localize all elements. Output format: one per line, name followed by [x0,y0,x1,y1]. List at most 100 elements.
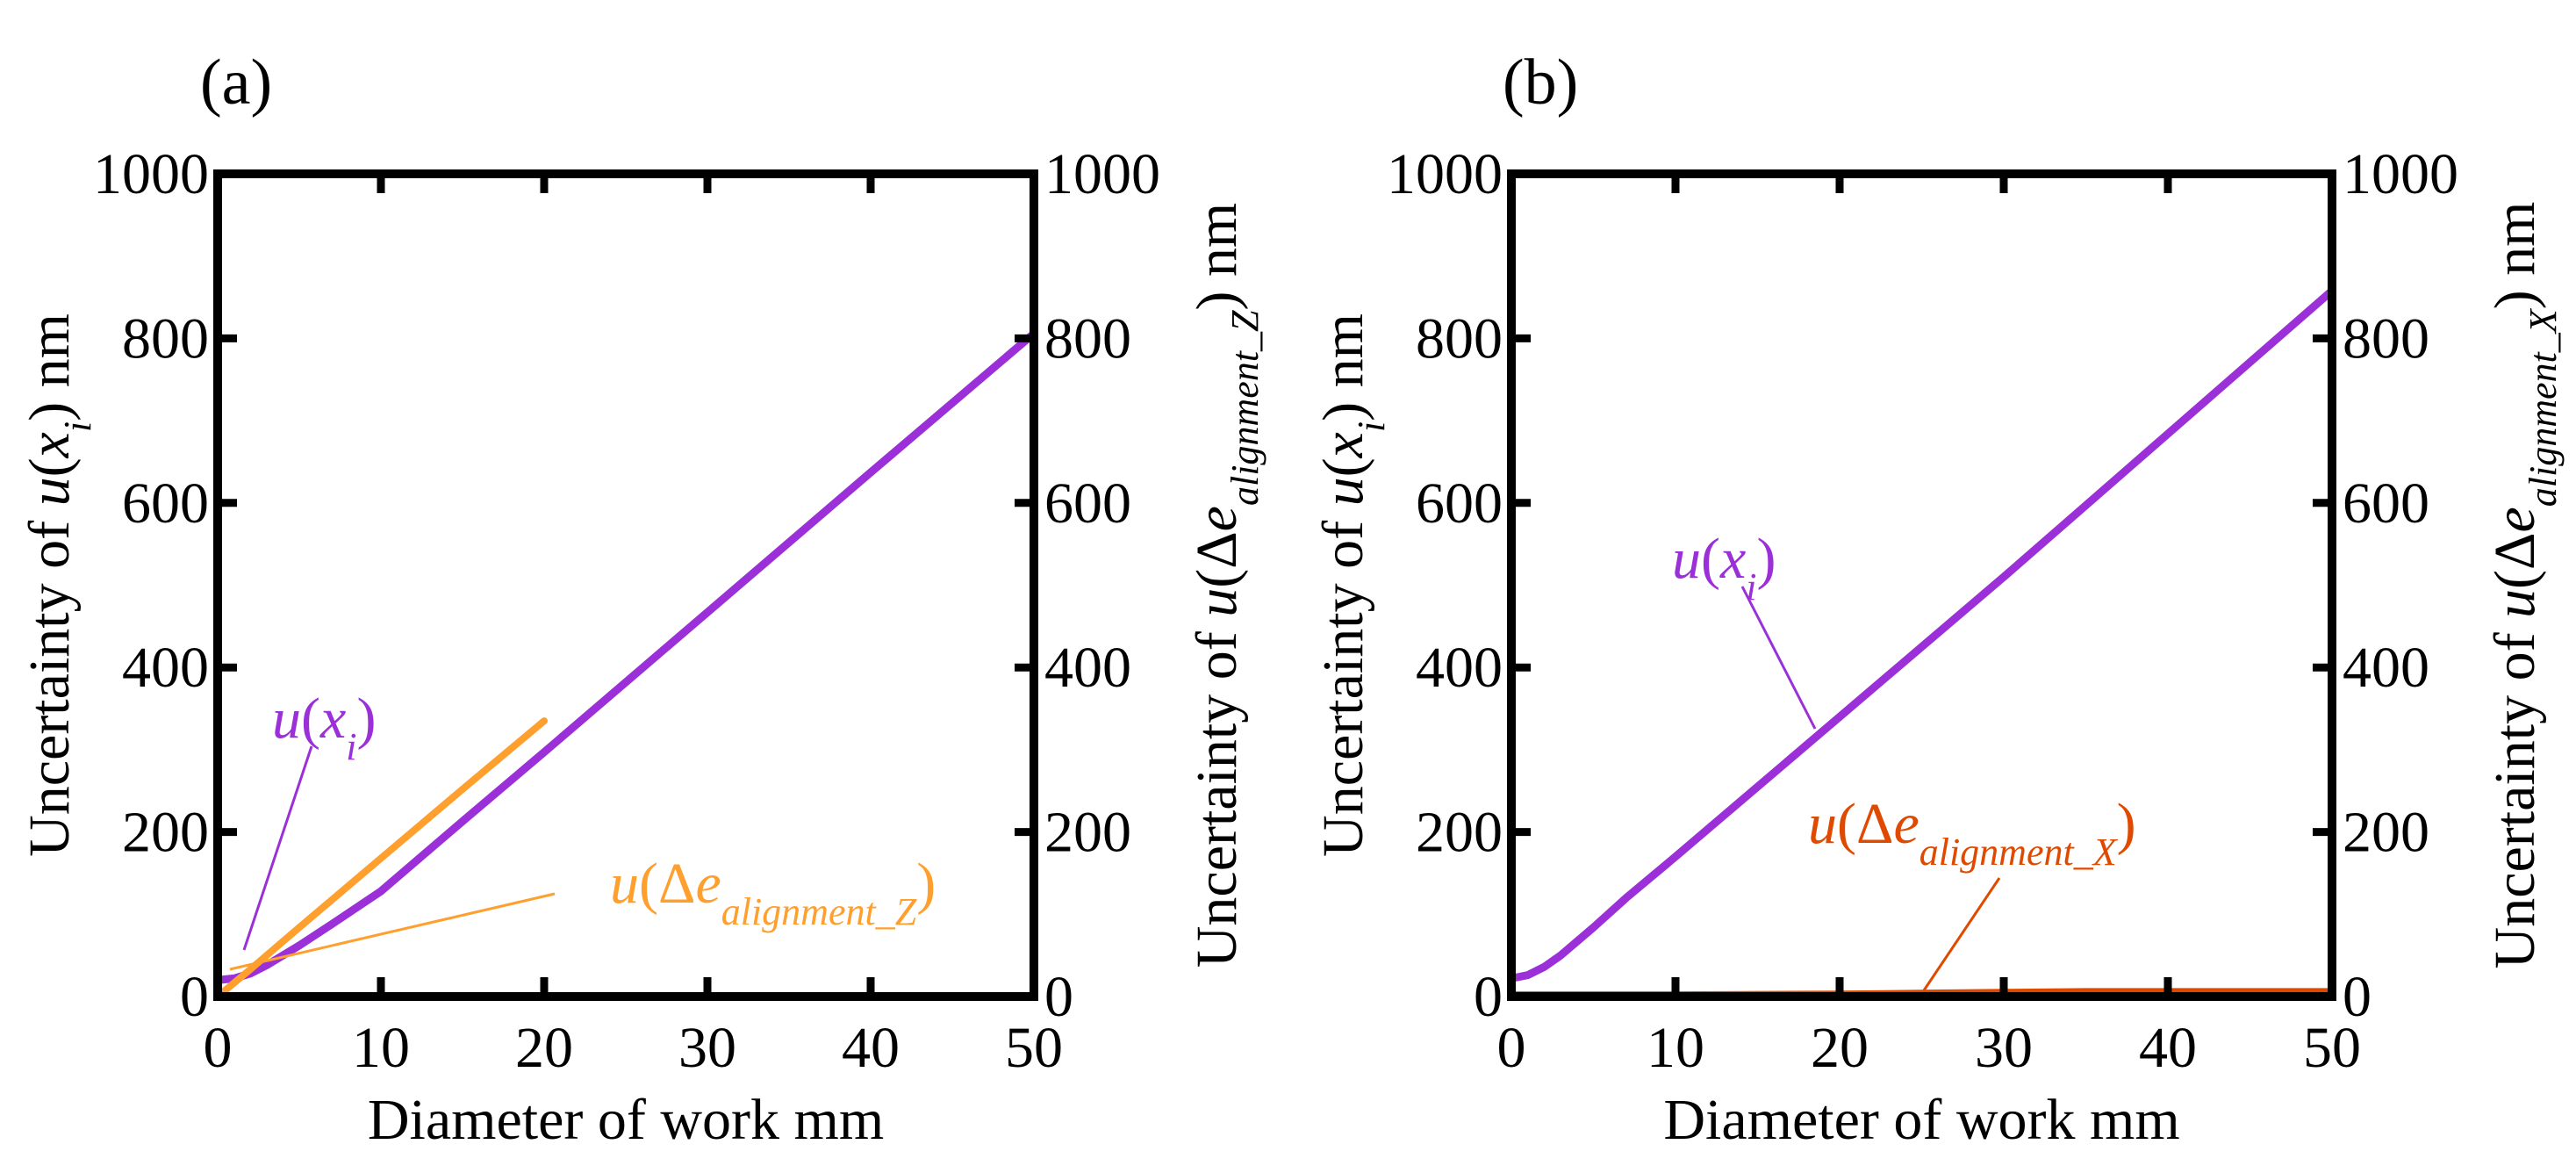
y-label-subscript: i [56,421,99,432]
y-label-paren-close: ) [1311,402,1375,421]
y-label-delta: Δ [2483,533,2547,570]
panel-a-ytick-right-label: 400 [1044,636,1131,700]
panel-a-ytick-right-label: 200 [1044,801,1131,865]
y-label-subscript: alignment_Z [1223,310,1266,506]
panel-a-annotation-leader-u-xi [242,745,313,951]
panel-b-ytick-right-label: 200 [2343,801,2429,865]
panel-a-xtick-label: 50 [1005,1016,1063,1080]
y-label-paren-close: ) [1185,291,1249,311]
y-label-var: e [1185,506,1249,531]
panel-a-label: (a) [200,47,272,119]
y-label-paren-open: ( [18,457,82,477]
y-label-u: u [2483,589,2547,618]
annotation-paren-close: ) [357,687,377,751]
annotation-subscript: alignment_X [1919,831,2119,874]
y-label-prefix: Uncertainty of [2483,618,2547,969]
panel-b-xtick-label: 10 [1647,1016,1704,1080]
y-label-u: u [18,477,82,506]
panel-b-xtick-label: 20 [1811,1016,1869,1080]
panel-a-annotation-leader-u-alignment [229,892,556,971]
annotation-var: e [1893,792,1919,856]
panel-b-ytick-right-label: 400 [2343,636,2429,700]
y-label-prefix: Uncertainty of [1311,506,1375,857]
panel-b-plot-frame [1507,169,2336,1001]
panel-a-ytick-left-label: 200 [122,801,209,865]
panel-a-ytick-right-label: 600 [1044,471,1131,536]
panel-b-annotation-leader-u-xi [1740,586,1817,730]
y-label-subscript: alignment_X [2522,307,2565,507]
annotation-u: u [272,687,301,751]
annotation-delta: Δ [1856,792,1893,856]
panel-a-ytick-left-label: 800 [122,306,209,371]
panel-b-ytick-left-label: 0 [1474,965,1503,1029]
y-label-u: u [1311,477,1375,506]
annotation-subscript: i [346,725,356,768]
y-label-paren-open: ( [1311,457,1375,477]
panel-b-ytick-right-label: 800 [2343,306,2429,371]
annotation-delta: Δ [658,852,695,916]
panel-a-ytick-left-label: 600 [122,471,209,536]
y-label-prefix: Uncertainty of [1185,617,1249,968]
y-label-prefix: Uncertainty of [18,506,82,857]
y-label-unit: nm [18,313,82,402]
annotation-var: x [319,687,346,751]
y-label-paren-open: ( [1185,569,1249,588]
panel-a-series-u-alignment [214,717,548,1000]
annotation-subscript: alignment_Z [721,890,917,933]
panel-a-ytick-right-label: 800 [1044,306,1131,371]
panel-a-xtick-label: 0 [204,1016,233,1080]
annotation-var: x [1719,527,1746,591]
panel-b-ytick-left-label: 1000 [1387,142,1503,206]
panel-b-xtick-label: 40 [2139,1016,2197,1080]
panel-b-series-u-xi [1507,286,2336,982]
annotation-subscript: i [1746,565,1756,608]
y-label-delta: Δ [1185,531,1249,568]
y-label-var: x [18,432,82,458]
panel-b-ytick-left-label: 800 [1416,306,1503,371]
panel-b-x-axis-label: Diameter of work mm [1663,1088,2179,1152]
panel-b-ytick-right-label: 1000 [2343,142,2458,206]
panel-b-xtick-label: 0 [1497,1016,1526,1080]
annotation-paren-open: ( [301,687,320,751]
panel-b-annotation-u-alignment: u(Δealignment_X) [1808,792,2136,874]
panel-b-xtick-label: 50 [2303,1016,2361,1080]
panel-a-xtick-label: 40 [842,1016,900,1080]
annotation-paren-open: ( [1701,527,1720,591]
annotation-paren-close: ) [1757,527,1776,591]
annotation-paren-close: ) [916,852,936,916]
panel-b-ytick-left-label: 400 [1416,636,1503,700]
y-label-var: e [2483,507,2547,532]
y-label-paren-close: ) [18,402,82,421]
panel-a-x-axis-label: Diameter of work mm [368,1088,884,1152]
panel-b-y-axis-left-label: Uncertainty of u(xi) nm [1311,313,1393,857]
annotation-u: u [610,852,639,916]
annotation-var: e [695,852,721,916]
panel-a-xtick-label: 20 [515,1016,573,1080]
panel-a-annotation-u-alignment: u(Δealignment_Z) [610,852,936,933]
y-label-subscript: i [1350,421,1393,432]
panel-a-plot-frame [213,169,1038,1001]
panel-b-label: (b) [1503,47,1578,119]
panel-a-ytick-left-label: 400 [122,636,209,700]
panel-a-ytick-right-label: 1000 [1044,142,1160,206]
annotation-paren-open: ( [1837,792,1856,856]
panel-b-ytick-right-label: 0 [2343,965,2371,1029]
panel-b-annotation-u-xi: u(xi) [1672,527,1776,608]
annotation-paren-close: ) [2117,792,2136,856]
panel-a-y-axis-right-label: Uncertainty of u(Δealignment_Z) nm [1185,203,1266,968]
panel-a-ytick-left-label: 0 [180,965,209,1029]
annotation-u: u [1672,527,1701,591]
panel-b-xtick-label: 30 [1975,1016,2033,1080]
y-label-paren-open: ( [2483,570,2547,589]
panel-b-annotation-leader-u-alignment [1922,877,2001,991]
panel-b-ytick-left-label: 600 [1416,471,1503,536]
annotation-paren-open: ( [639,852,658,916]
y-label-unit: nm [1185,203,1249,291]
panel-b-ytick-right-label: 600 [2343,471,2429,536]
annotation-u: u [1808,792,1837,856]
panel-a-xtick-label: 10 [352,1016,410,1080]
y-label-paren-close: ) [2483,290,2547,309]
panel-a-ytick-right-label: 0 [1044,965,1073,1029]
panel-b-ytick-left-label: 200 [1416,801,1503,865]
